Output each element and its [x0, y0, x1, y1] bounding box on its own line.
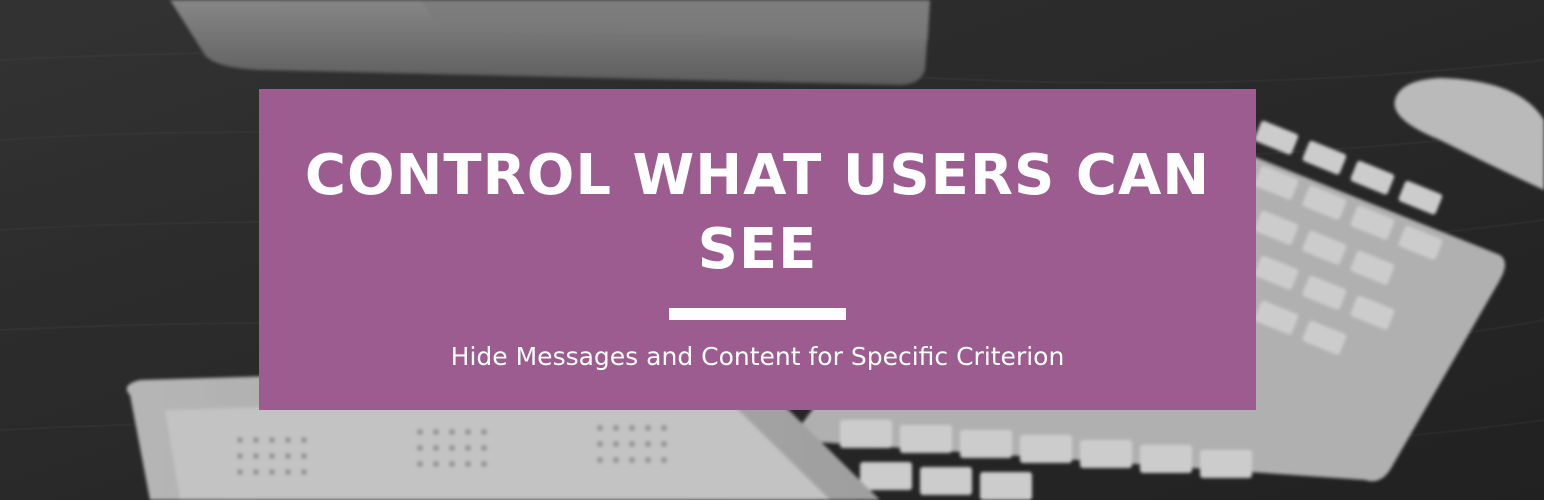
- title-panel: CONTROL WHAT USERS CAN SEE Hide Messages…: [259, 89, 1256, 410]
- banner-headline: CONTROL WHAT USERS CAN SEE: [304, 143, 1211, 282]
- banner-subtitle: Hide Messages and Content for Specific C…: [450, 342, 1065, 371]
- title-divider: [669, 308, 846, 320]
